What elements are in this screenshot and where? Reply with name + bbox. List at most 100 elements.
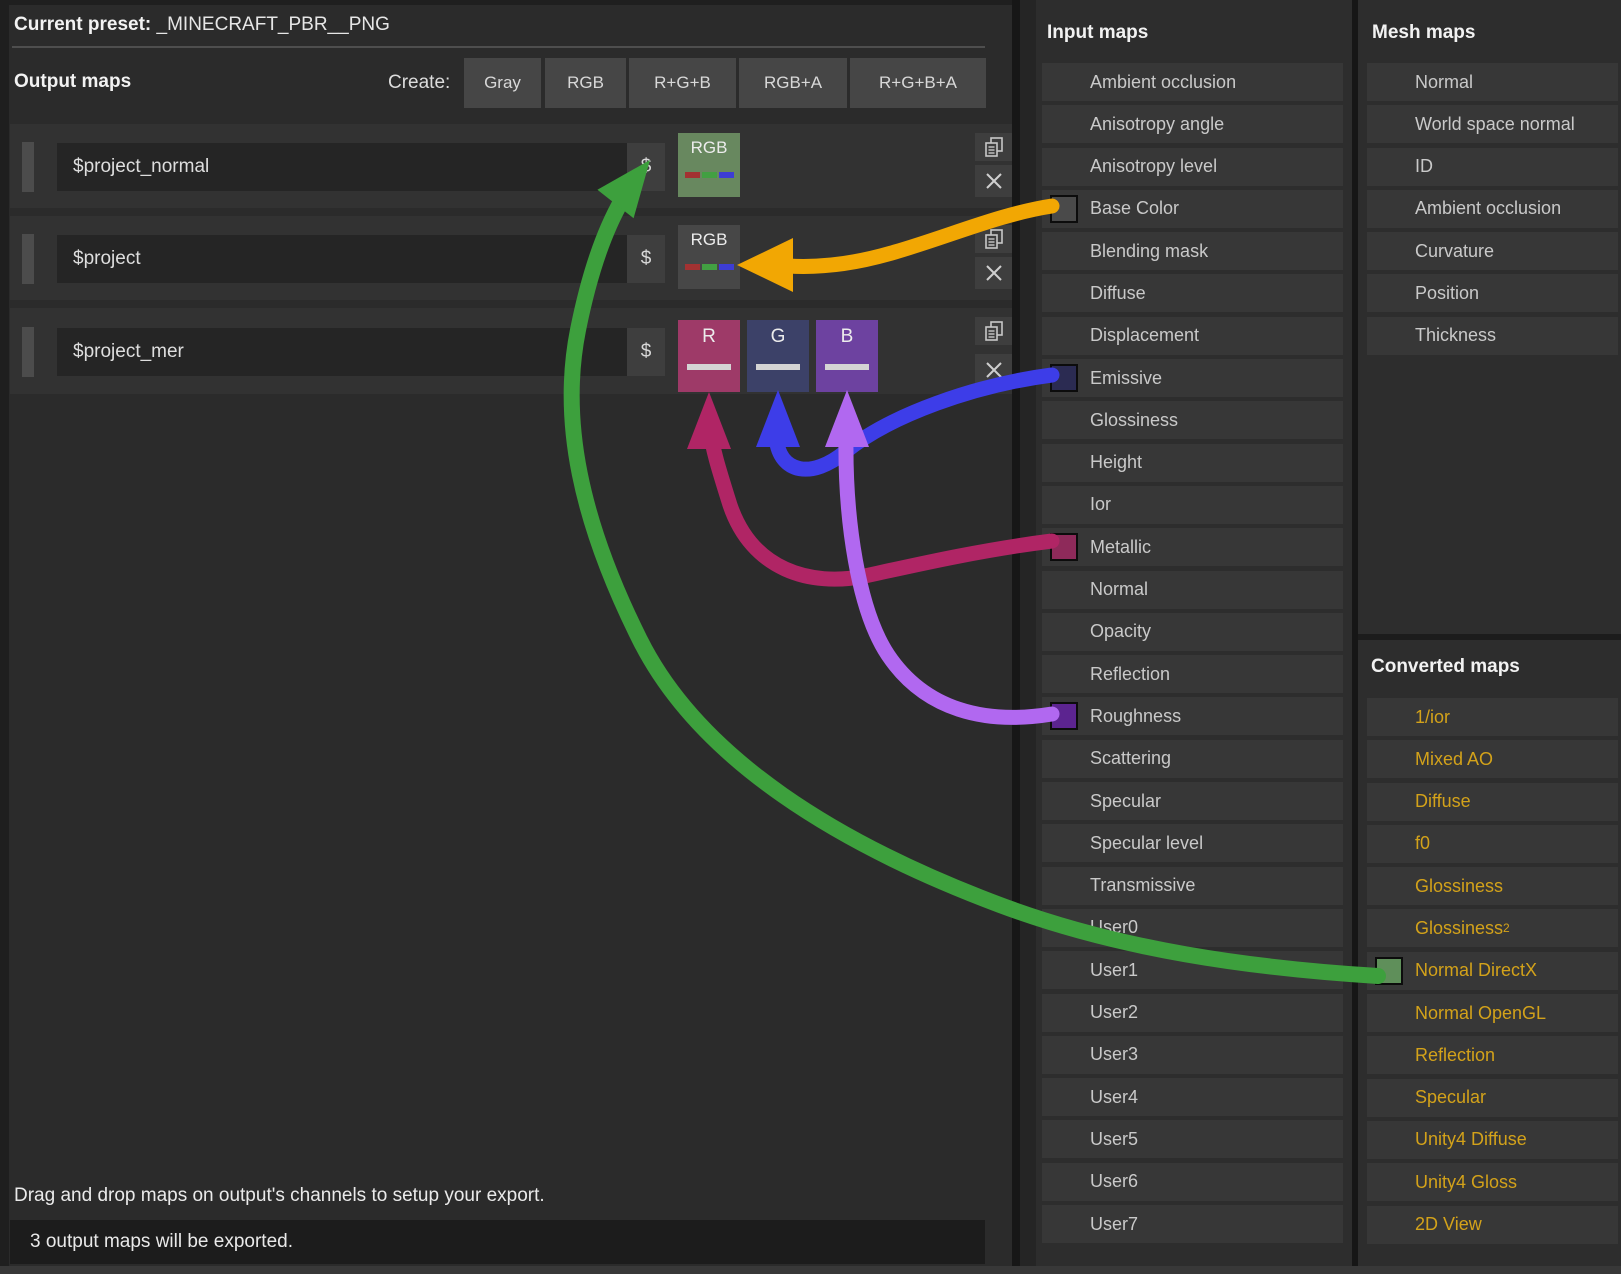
duplicate-button[interactable] — [975, 225, 1012, 253]
map-color-swatch — [1050, 194, 1078, 223]
input-map-item[interactable]: User7 — [1042, 1205, 1343, 1244]
map-label: Specular — [1090, 790, 1162, 811]
create-rgb-a-button[interactable]: RGB+A — [739, 58, 847, 108]
duplicate-button[interactable] — [975, 133, 1012, 161]
input-map-item[interactable]: Metallic — [1042, 528, 1343, 567]
pattern-button[interactable]: $ — [627, 143, 665, 191]
drag-handle[interactable] — [22, 234, 34, 284]
input-map-item[interactable]: Displacement — [1042, 316, 1343, 355]
map-label: Normal — [1090, 579, 1149, 600]
copy-icon — [984, 321, 1003, 341]
create-gray-button[interactable]: Gray — [464, 58, 541, 108]
input-map-item[interactable]: Base Color — [1042, 189, 1343, 228]
connection-metallic-arrowhead — [687, 392, 731, 449]
input-map-item[interactable]: User4 — [1042, 1078, 1343, 1117]
input-map-item[interactable]: Diffuse — [1042, 274, 1343, 313]
converted-map-item[interactable]: 2D View — [1367, 1205, 1618, 1244]
map-label: Normal — [1415, 71, 1474, 92]
duplicate-button[interactable] — [975, 317, 1012, 345]
input-map-item[interactable]: Anisotropy level — [1042, 147, 1343, 186]
channel-slot-rgb[interactable]: RGB — [678, 133, 740, 197]
remove-button[interactable] — [975, 354, 1012, 386]
map-label: Reflection — [1090, 663, 1171, 684]
input-map-item[interactable]: Blending mask — [1042, 232, 1343, 271]
channel-slot-g[interactable]: G — [747, 320, 809, 392]
mesh-maps-title: Mesh maps — [1372, 22, 1476, 43]
input-map-item[interactable]: Transmissive — [1042, 866, 1343, 905]
pattern-button[interactable]: $ — [627, 328, 665, 376]
input-map-item[interactable]: Specular — [1042, 782, 1343, 821]
input-map-item[interactable]: Opacity — [1042, 612, 1343, 651]
converted-maps-title: Converted maps — [1371, 656, 1520, 677]
input-map-item[interactable]: Normal — [1042, 570, 1343, 609]
channel-slot-label: RGB — [690, 230, 728, 249]
input-map-item[interactable]: User1 — [1042, 951, 1343, 990]
channel-slot-b[interactable]: B — [816, 320, 878, 392]
create-rgb-button[interactable]: RGB — [545, 58, 626, 108]
create-r-g-b-button[interactable]: R+G+B — [629, 58, 736, 108]
input-map-item[interactable]: Reflection — [1042, 655, 1343, 694]
rgb-strip — [684, 264, 734, 270]
remove-button[interactable] — [975, 257, 1012, 289]
remove-button[interactable] — [975, 165, 1012, 197]
map-label: Position — [1415, 282, 1480, 303]
input-map-item[interactable]: Emissive — [1042, 359, 1343, 398]
input-map-item[interactable]: Ambient occlusion — [1042, 63, 1343, 101]
map-label: Transmissive — [1090, 875, 1196, 896]
map-label: Diffuse — [1090, 282, 1146, 303]
converted-map-item[interactable]: Diffuse — [1367, 782, 1618, 821]
input-map-item[interactable]: User6 — [1042, 1162, 1343, 1201]
channel-slot-r[interactable]: R — [678, 320, 740, 392]
blue-chip — [718, 172, 734, 178]
input-map-item[interactable]: User5 — [1042, 1120, 1343, 1159]
drag-handle[interactable] — [22, 327, 34, 377]
create-r-g-b-a-button[interactable]: R+G+B+A — [850, 58, 986, 108]
input-map-item[interactable]: Height — [1042, 443, 1343, 482]
converted-map-item[interactable]: Glossiness 2 — [1367, 909, 1618, 948]
separator — [12, 46, 985, 48]
pattern-button[interactable]: $ — [627, 235, 665, 283]
input-map-item[interactable]: Scattering — [1042, 739, 1343, 778]
input-map-item[interactable]: Ior — [1042, 485, 1343, 524]
channel-slot-rgb[interactable]: RGB — [678, 225, 740, 289]
mesh-map-item[interactable]: Position — [1367, 274, 1618, 313]
input-map-item[interactable]: User0 — [1042, 908, 1343, 947]
mesh-map-item[interactable]: World space normal — [1367, 105, 1618, 144]
drag-handle[interactable] — [22, 142, 34, 192]
mesh-map-item[interactable]: Thickness — [1367, 316, 1618, 355]
converted-map-item[interactable]: Normal OpenGL — [1367, 994, 1618, 1033]
converted-map-item[interactable]: Unity4 Diffuse — [1367, 1120, 1618, 1159]
converted-map-item[interactable]: Mixed AO — [1367, 740, 1618, 779]
output-name-input[interactable] — [57, 235, 627, 283]
converted-map-item[interactable]: Unity4 Gloss — [1367, 1163, 1618, 1202]
map-label: 2D View — [1415, 1214, 1482, 1235]
map-label: Ambient occlusion — [1090, 71, 1237, 92]
output-row: $ RGB — [10, 216, 1012, 300]
input-map-item[interactable]: Specular level — [1042, 824, 1343, 863]
input-map-item[interactable]: Anisotropy angle — [1042, 105, 1343, 144]
converted-map-item[interactable]: f0 — [1367, 824, 1618, 863]
mesh-map-item[interactable]: ID — [1367, 147, 1618, 186]
converted-map-item[interactable]: Normal DirectX — [1367, 951, 1618, 990]
bottom-strip — [0, 1266, 1621, 1274]
input-map-item[interactable]: Roughness — [1042, 697, 1343, 736]
output-name-input[interactable] — [57, 328, 627, 376]
converted-map-item[interactable]: 1/ior — [1367, 698, 1618, 736]
output-name-input[interactable] — [57, 143, 627, 191]
mesh-map-item[interactable]: Curvature — [1367, 232, 1618, 271]
channel-slot-label: G — [770, 326, 786, 347]
map-color-swatch — [1050, 364, 1078, 393]
window-edge-left — [0, 0, 9, 1274]
input-map-item[interactable]: User3 — [1042, 1035, 1343, 1074]
converted-map-item[interactable]: Glossiness — [1367, 867, 1618, 906]
converted-map-item[interactable]: Specular — [1367, 1078, 1618, 1117]
mesh-map-item[interactable]: Ambient occlusion — [1367, 189, 1618, 228]
map-label: Base Color — [1090, 198, 1180, 219]
map-label: User0 — [1090, 917, 1139, 938]
converted-map-item[interactable]: Reflection — [1367, 1036, 1618, 1075]
input-map-item[interactable]: User2 — [1042, 993, 1343, 1032]
mesh-map-item[interactable]: Normal — [1367, 63, 1618, 101]
input-map-item[interactable]: Glossiness — [1042, 401, 1343, 440]
map-label: Glossiness — [1090, 409, 1179, 430]
map-label: Opacity — [1090, 621, 1152, 642]
